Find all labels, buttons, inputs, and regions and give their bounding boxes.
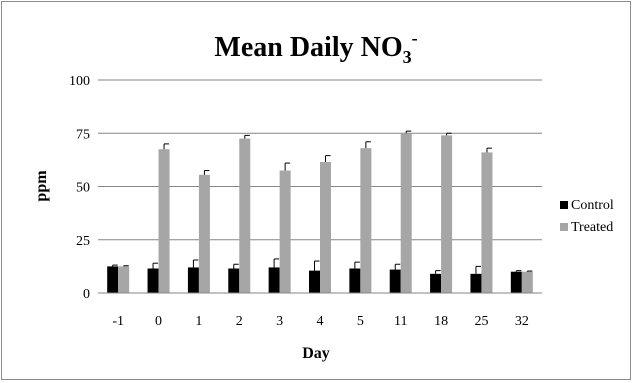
bars (107, 133, 533, 293)
y-tick-label: 100 (69, 74, 90, 89)
bar-treated-day-4 (320, 162, 331, 293)
bar-control-day-0 (147, 268, 159, 293)
x-tick-label: 25 (474, 314, 488, 329)
bar-treated-day-11 (400, 133, 412, 293)
x-axis-ticks: -1 0 1 2 3 4 5 11 18 25 32 (112, 314, 528, 329)
bar-treated-day-1 (198, 174, 210, 293)
bar-control-day-1 (187, 267, 199, 293)
legend-swatch-control (560, 201, 568, 209)
chart-title-superscript: - (412, 28, 418, 48)
x-tick-label: -1 (112, 314, 124, 329)
bar-control-day-4 (309, 270, 320, 293)
legend-label-control: Control (571, 198, 614, 213)
x-tick-label: 1 (195, 314, 202, 329)
x-tick-label: 4 (317, 314, 324, 329)
y-tick-label: 0 (83, 287, 90, 302)
bar-control-day-3 (268, 267, 280, 293)
x-tick-label: 32 (515, 314, 529, 329)
bar-treated-day-0 (158, 149, 170, 293)
bar-control-day-11 (389, 269, 401, 293)
bar-treated-day-25 (481, 152, 493, 293)
bar-control-day-18 (430, 273, 442, 293)
bar-control-day-32 (510, 271, 522, 293)
legend-swatch-treated (560, 223, 568, 231)
x-tick-label: 0 (155, 314, 162, 329)
bar-control-day-25 (470, 273, 482, 293)
y-tick-label: 50 (76, 181, 90, 196)
error-bars (112, 130, 533, 274)
chart-title-main: Mean Daily NO (214, 32, 402, 63)
bar-control-day--1 (107, 266, 119, 293)
chart-title-subscript: 3 (403, 47, 412, 67)
x-tick-label: 11 (394, 314, 407, 329)
bar-treated-day-5 (360, 148, 372, 293)
bar-control-day-5 (349, 268, 361, 293)
y-tick-label: 25 (76, 234, 90, 249)
bar-treated-day-3 (279, 170, 291, 293)
legend: Control Treated (560, 198, 614, 235)
bar-treated-day--1 (118, 266, 130, 293)
x-tick-label: 5 (357, 314, 364, 329)
x-tick-label: 2 (236, 314, 243, 329)
y-axis-ticks: 0 25 50 75 100 (69, 74, 90, 302)
y-axis-title: ppm (33, 170, 50, 202)
bar-treated-day-32 (521, 271, 533, 293)
x-tick-label: 3 (276, 314, 283, 329)
x-tick-label: 18 (434, 314, 448, 329)
bar-control-day-2 (228, 268, 240, 293)
chart-title: Mean Daily NO3- (214, 28, 417, 67)
bar-treated-day-2 (239, 138, 251, 293)
legend-label-treated: Treated (571, 220, 613, 235)
x-axis-title: Day (302, 345, 330, 362)
y-tick-label: 75 (76, 127, 90, 142)
bar-treated-day-18 (441, 135, 453, 293)
